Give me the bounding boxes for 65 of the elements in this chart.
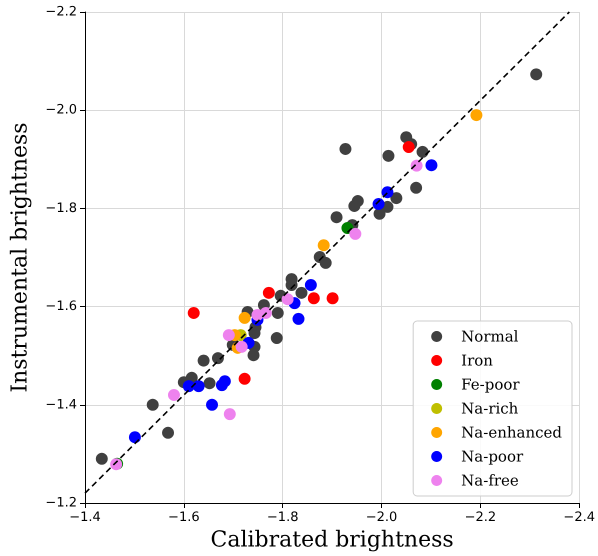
point	[326, 292, 339, 304]
point	[162, 426, 174, 439]
point	[248, 349, 260, 362]
point	[374, 208, 386, 220]
point	[530, 68, 542, 80]
point	[96, 452, 108, 465]
x-tick-label: −2.0	[366, 510, 398, 525]
point	[192, 380, 205, 392]
legend-label: Iron	[461, 352, 494, 370]
point	[330, 211, 343, 224]
legend-label: Fe-poor	[461, 376, 520, 394]
point	[260, 306, 272, 319]
point	[304, 279, 317, 291]
point	[128, 431, 141, 444]
point	[425, 159, 438, 172]
point	[188, 306, 200, 319]
point	[236, 340, 248, 353]
y-tick-label: −1.6	[45, 299, 77, 314]
point	[146, 398, 159, 411]
y-tick-label: −1.4	[45, 397, 77, 412]
point	[390, 192, 402, 204]
point	[372, 198, 385, 210]
point	[262, 286, 275, 299]
x-tick-label: −1.8	[266, 510, 298, 525]
legend-label: Normal	[461, 328, 519, 346]
y-tick-label: −1.2	[45, 496, 77, 510]
point	[410, 160, 423, 172]
point	[238, 312, 251, 324]
y-axis-title: Instrumental brightness	[8, 122, 32, 393]
point	[320, 256, 332, 269]
x-tick-label: −2.4	[563, 510, 596, 525]
point	[349, 228, 362, 240]
point	[382, 150, 394, 162]
point	[470, 109, 482, 122]
point	[222, 329, 235, 342]
point	[272, 306, 284, 319]
point	[218, 375, 231, 388]
x-tick-label: −1.4	[69, 510, 101, 525]
x-tick-label: −1.6	[168, 510, 200, 525]
legend-label: Na-free	[461, 472, 519, 490]
point	[348, 200, 360, 212]
y-tick-label: −2.0	[45, 102, 77, 118]
point	[292, 312, 304, 325]
point	[416, 146, 429, 158]
point	[318, 239, 330, 252]
point	[339, 142, 352, 155]
y-tick-label: −2.2	[45, 4, 77, 20]
legend-label: Na-poor	[461, 448, 524, 466]
point	[402, 141, 415, 154]
y-tick-label: −1.8	[45, 200, 77, 216]
point	[204, 377, 216, 390]
point	[410, 182, 422, 194]
point	[224, 408, 236, 420]
x-axis-title: Calibrated brightness	[210, 528, 454, 552]
point	[270, 332, 283, 344]
x-tick-label: −2.2	[464, 510, 496, 525]
legend-label: Na-enhanced	[461, 424, 562, 442]
legend-label: Na-rich	[461, 400, 519, 418]
point	[168, 388, 180, 401]
point	[295, 286, 308, 299]
point	[198, 354, 210, 367]
point	[308, 292, 320, 304]
point	[238, 372, 251, 385]
point	[206, 398, 218, 411]
point	[282, 293, 294, 306]
